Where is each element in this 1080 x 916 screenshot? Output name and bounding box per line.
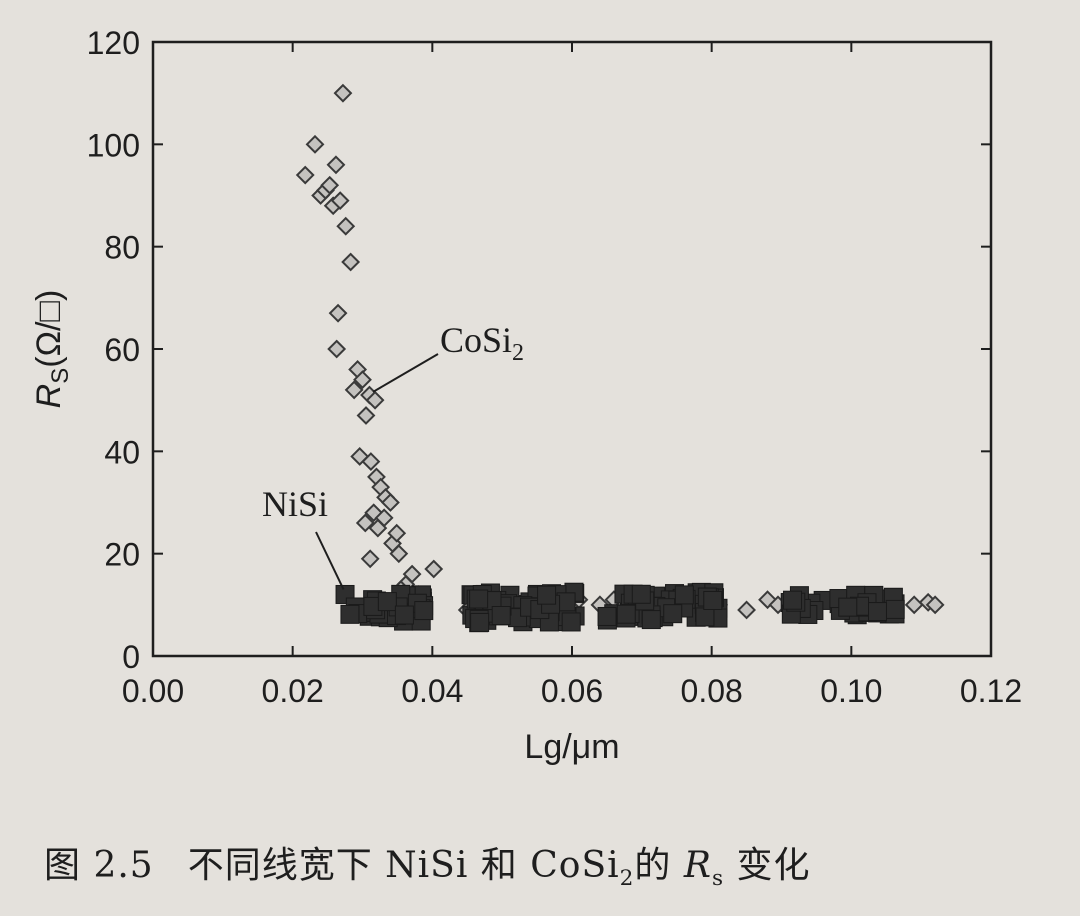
x-tick-label: 0.02 bbox=[262, 673, 324, 709]
x-tick-label: 0.04 bbox=[401, 673, 463, 709]
cosi2-point bbox=[424, 559, 444, 579]
x-tick-label: 0.00 bbox=[122, 673, 184, 709]
cosi2-point bbox=[333, 83, 353, 103]
cosi2-point bbox=[387, 523, 407, 543]
annotation-layer: CoSi2 NiSi bbox=[262, 320, 524, 590]
nisi-point bbox=[414, 601, 434, 621]
caption-text-end: 变化 bbox=[724, 845, 811, 886]
y-axis-subscript: S bbox=[47, 368, 74, 384]
cosi2-point bbox=[356, 406, 376, 425]
nisi-point bbox=[616, 604, 636, 624]
cosi2-point bbox=[305, 134, 325, 154]
nisi-point bbox=[394, 605, 414, 625]
cosi2-point bbox=[330, 191, 350, 211]
nisi-point bbox=[631, 584, 651, 604]
nisi-point bbox=[561, 612, 581, 632]
y-tick-label: 0 bbox=[122, 639, 140, 675]
nisi-point bbox=[641, 610, 661, 630]
x-axis-title: Lg/μm bbox=[524, 728, 619, 766]
nisi-point bbox=[867, 602, 887, 622]
cosi2-point bbox=[327, 339, 347, 359]
cosi2-point bbox=[904, 595, 924, 615]
cosi2-point bbox=[365, 390, 385, 410]
y-axis-title: RS(Ω/□) bbox=[30, 290, 74, 409]
cosi2-point bbox=[402, 564, 422, 584]
nisi-point bbox=[470, 612, 490, 632]
caption-variable: R bbox=[683, 845, 712, 886]
x-tick-label: 0.12 bbox=[960, 673, 1022, 709]
y-tick-label: 60 bbox=[104, 332, 140, 368]
tick-layer: 0.00 0.02 0.04 0.06 0.08 0.10 0.12 0 20 40 60 80 100… bbox=[87, 25, 1023, 709]
nisi-point bbox=[377, 592, 397, 612]
cosi2-point bbox=[336, 216, 356, 236]
nisi-point bbox=[663, 604, 683, 624]
nisi-point bbox=[674, 585, 694, 605]
nisi-point bbox=[783, 590, 803, 610]
scatter-chart: 0.00 0.02 0.04 0.06 0.08 0.10 0.12 0 20 40 60 80 100… bbox=[30, 25, 1023, 766]
y-tick-label: 100 bbox=[87, 127, 140, 163]
nisi-point bbox=[885, 599, 905, 619]
cosi2-point bbox=[320, 175, 340, 195]
caption-text-start: 不同线宽下 NiSi 和 CoSi bbox=[187, 845, 620, 886]
cosi2-point bbox=[374, 508, 394, 528]
nisi-point bbox=[695, 607, 715, 627]
y-axis-variable: R bbox=[30, 384, 68, 409]
y-axis-unit: (Ω/□) bbox=[30, 290, 68, 368]
x-tick-label: 0.10 bbox=[820, 673, 882, 709]
x-tick-label: 0.08 bbox=[681, 673, 743, 709]
x-tick-label: 0.06 bbox=[541, 673, 603, 709]
nisi-point bbox=[838, 597, 858, 617]
cosi2-point bbox=[341, 252, 361, 272]
cosi2-annotation-subscript: 2 bbox=[512, 340, 524, 366]
cosi2-point bbox=[353, 370, 372, 390]
y-tick-label: 20 bbox=[104, 537, 140, 573]
cosi2-point bbox=[326, 155, 346, 175]
cosi2-point bbox=[355, 513, 375, 533]
caption-variable-subscript: s bbox=[711, 866, 725, 892]
y-tick-label: 120 bbox=[87, 25, 140, 61]
cosi2-annotation: CoSi2 bbox=[440, 320, 524, 366]
cosi2-point bbox=[360, 549, 380, 569]
cosi2-point bbox=[361, 452, 381, 471]
cosi2-point bbox=[381, 493, 400, 512]
marker-layer bbox=[295, 83, 945, 633]
caption-text-mid: 的 bbox=[634, 845, 684, 886]
nisi-point bbox=[340, 604, 360, 624]
cosi2-point bbox=[925, 595, 945, 615]
nisi-point bbox=[703, 590, 723, 610]
figure-caption: 图 2.5 不同线宽下 NiSi 和 CoSi2的 Rs 变化 bbox=[44, 836, 1044, 891]
nisi-point bbox=[469, 589, 489, 609]
cosi2-leader-line bbox=[372, 353, 439, 393]
cosi2-point bbox=[389, 544, 409, 564]
cosi2-point bbox=[737, 600, 756, 620]
caption-subscript: 2 bbox=[619, 866, 635, 892]
cosi2-point bbox=[344, 380, 364, 400]
y-tick-label: 80 bbox=[104, 230, 140, 266]
nisi-point bbox=[537, 585, 557, 605]
nisi-point bbox=[491, 606, 511, 626]
cosi2-point bbox=[295, 165, 315, 185]
nisi-annotation: NiSi bbox=[262, 484, 328, 524]
caption-figure-number: 图 2.5 bbox=[44, 845, 154, 886]
nisi-point bbox=[597, 606, 617, 626]
cosi2-point bbox=[328, 303, 348, 323]
cosi2-annotation-label: CoSi bbox=[440, 320, 512, 360]
plot-frame bbox=[151, 40, 993, 658]
nisi-leader-line bbox=[315, 531, 345, 590]
y-tick-label: 40 bbox=[104, 434, 140, 470]
